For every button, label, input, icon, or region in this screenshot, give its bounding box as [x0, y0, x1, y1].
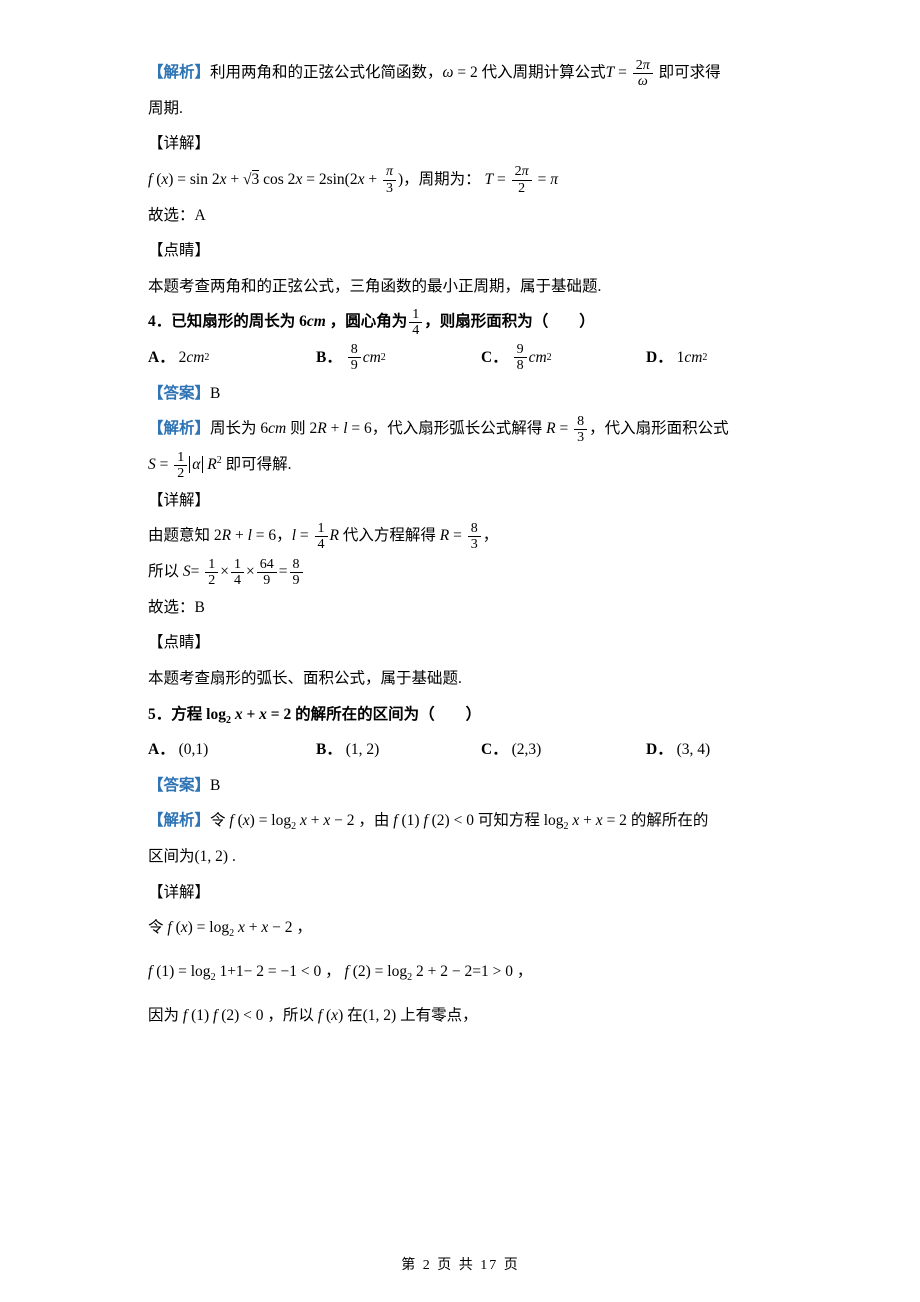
- q3-jiexi-line1: 【解析】利用两角和的正弦公式化简函数，ω = 2 代入周期计算公式T = 2πω…: [148, 55, 775, 91]
- q4-guxuan: 故选：B: [148, 590, 775, 626]
- q4-dianjing-text: 本题考查扇形的弧长、面积公式，属于基础题.: [148, 661, 775, 697]
- q4-jiexi-line2: S = 12α R2 即可得解.: [148, 447, 775, 483]
- document-page: 【解析】利用两角和的正弦公式化简函数，ω = 2 代入周期计算公式T = 2πω…: [0, 0, 920, 1302]
- xiangjie-label: 【详解】: [148, 126, 775, 162]
- q4-stem: 4．已知扇形的周长为 6cm ，圆心角为14，则扇形面积为（ ）: [148, 304, 775, 340]
- q4-xj-line2: 所以 S= 12×14×649=89: [148, 554, 775, 590]
- dianjing-label-2: 【点睛】: [148, 625, 775, 661]
- q5-jiexi-line1: 【解析】令 f (x) = log2 x + x − 2 ，由 f (1) f …: [148, 803, 775, 839]
- q4-jiexi-line1: 【解析】周长为 6cm 则 2R + l = 6，代入扇形弧长公式解得 R = …: [148, 411, 775, 447]
- q5-optB: B． (1, 2): [316, 732, 481, 768]
- q3-jiexi-line2: 周期.: [148, 91, 775, 127]
- q4-answer: 【答案】B: [148, 376, 775, 412]
- q4-optC: C． 98cm2: [481, 340, 646, 376]
- q3-xiangjie-fx: f (x) = sin 2x + √3 cos 2x = 2sin(2x + π…: [148, 162, 775, 198]
- q5-xj-line3: 因为 f (1) f (2) < 0 ，所以 f (x) 在(1, 2) 上有零…: [148, 998, 775, 1034]
- q4-choices: A． 2cm2 B． 89cm2 C． 98cm2 D． 1cm2: [148, 340, 773, 376]
- page-footer: 第 2 页 共 17 页: [148, 1254, 773, 1274]
- q5-answer: 【答案】B: [148, 768, 775, 804]
- q4-xj-line1: 由题意知 2R + l = 6，l = 14R 代入方程解得 R = 83，: [148, 518, 775, 554]
- q4-optD: D． 1cm2: [646, 340, 773, 376]
- q4-optA: A． 2cm2: [148, 340, 316, 376]
- q4-optB: B． 89cm2: [316, 340, 481, 376]
- jiexi-label: 【解析】: [148, 64, 210, 81]
- q5-xj-line2: f (1) = log2 1+1− 2 = −1 < 0 ， f (2) = l…: [148, 954, 775, 990]
- q5-optA: A． (0,1): [148, 732, 316, 768]
- dianjing-label: 【点睛】: [148, 233, 775, 269]
- q5-optD: D． (3, 4): [646, 732, 773, 768]
- q5-stem: 5．方程 log2 x + x = 2 的解所在的区间为（ ）: [148, 697, 775, 733]
- xiangjie-label-2: 【详解】: [148, 483, 775, 519]
- xiangjie-label-3: 【详解】: [148, 875, 775, 911]
- q5-optC: C． (2,3): [481, 732, 646, 768]
- q5-xj-line1: 令 f (x) = log2 x + x − 2 ，: [148, 910, 775, 946]
- q3-guxuan: 故选：A: [148, 198, 775, 234]
- q3-dianjing-text: 本题考查两角和的正弦公式，三角函数的最小正周期，属于基础题.: [148, 269, 775, 305]
- q5-choices: A． (0,1) B． (1, 2) C． (2,3) D． (3, 4): [148, 732, 773, 768]
- q5-jiexi-line2: 区间为(1, 2) .: [148, 839, 775, 875]
